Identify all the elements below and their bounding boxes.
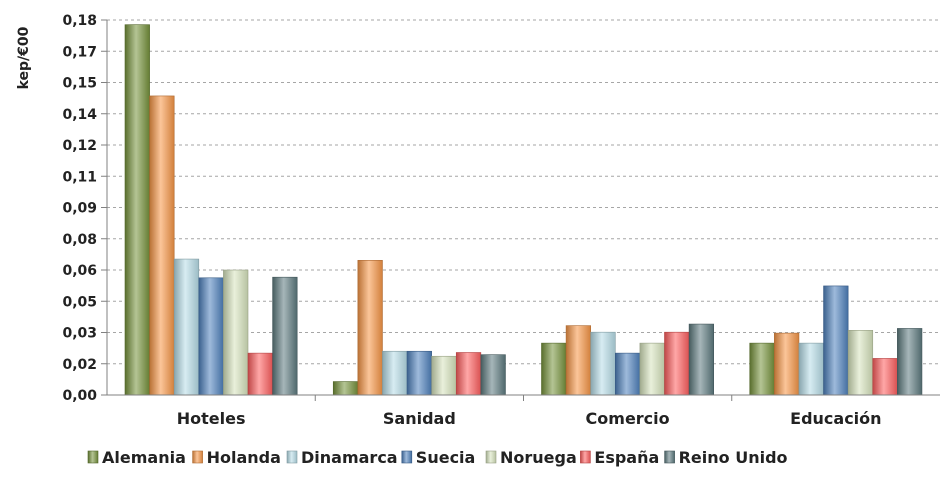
bar-reino-unido [897, 328, 923, 396]
bar-holanda [149, 95, 175, 396]
category-label: Educación [790, 409, 881, 428]
y-tick-label: 0,02 [62, 357, 97, 373]
bar-alemania [749, 342, 775, 396]
bar-suecia [406, 350, 432, 396]
y-tick-label: 0,18 [62, 13, 97, 29]
bar-holanda [774, 332, 800, 396]
y-axis-label: kep/€00 [16, 26, 32, 89]
legend-label: Reino Unido [679, 448, 788, 467]
axes [106, 20, 940, 401]
legend-label: Alemania [102, 448, 186, 467]
legend-label: Suecia [416, 448, 476, 467]
bar-suecia [198, 277, 224, 396]
y-tick-label: 0,14 [62, 107, 97, 123]
y-tick-label: 0,17 [62, 44, 97, 60]
legend-swatch [286, 450, 298, 464]
bar-alemania [332, 381, 359, 396]
legend: Alemania Holanda Dinamarca Suecia Noruega Esp… [87, 448, 788, 467]
y-tick-label: 0,12 [62, 138, 97, 154]
bar-dinamarca [590, 331, 616, 396]
bar-dinamarca [173, 258, 200, 396]
legend-label: Holanda [207, 448, 281, 467]
y-tick-label: 0,03 [62, 326, 97, 342]
category-label: Comercio [586, 409, 670, 428]
bars [124, 24, 923, 396]
bar-reino-unido [480, 354, 506, 396]
y-tick-labels: 0,00 0,02 0,03 0,05 0,06 0,08 0,09 0,11 0,12 0,14… [62, 13, 97, 404]
legend-swatch [192, 450, 203, 464]
y-tick-label: 0,06 [62, 263, 97, 279]
y-tick-label: 0,11 [62, 169, 97, 185]
bar-holanda [357, 260, 383, 396]
bar-espa-a [872, 358, 898, 396]
bar-reino-unido [272, 276, 298, 396]
bar-noruega [431, 355, 457, 396]
bar-alemania [124, 24, 150, 396]
legend-swatch [485, 450, 497, 464]
legend-swatch [87, 450, 99, 464]
y-tick-label: 0,09 [62, 201, 97, 217]
category-label: Sanidad [383, 409, 456, 428]
bar-noruega [639, 342, 665, 396]
bar-noruega [223, 269, 249, 396]
bar-reino-unido [688, 323, 714, 396]
bar-alemania [541, 342, 567, 396]
legend-label: Dinamarca [301, 448, 398, 467]
bar-suecia [823, 285, 849, 396]
y-tick-label: 0,05 [62, 294, 97, 310]
category-label: Hoteles [177, 409, 246, 428]
legend-swatch [664, 450, 675, 464]
bar-holanda [565, 325, 591, 396]
bar-dinamarca [798, 342, 824, 396]
y-tick-label: 0,00 [62, 388, 97, 404]
legend-label: Noruega [500, 448, 577, 467]
category-labels: Hoteles Sanidad Comercio Educación [177, 409, 882, 428]
legend-swatch [580, 450, 591, 464]
bar-espa-a [664, 331, 690, 396]
bar-dinamarca [382, 350, 408, 396]
bar-suecia [614, 352, 641, 396]
legend-swatch [401, 450, 413, 464]
bar-espa-a [455, 352, 482, 396]
y-tick-label: 0,15 [62, 76, 97, 92]
bar-noruega [847, 330, 874, 396]
y-tick-label: 0,08 [62, 232, 97, 248]
legend-label: España [594, 448, 659, 467]
bar-espa-a [247, 352, 273, 396]
